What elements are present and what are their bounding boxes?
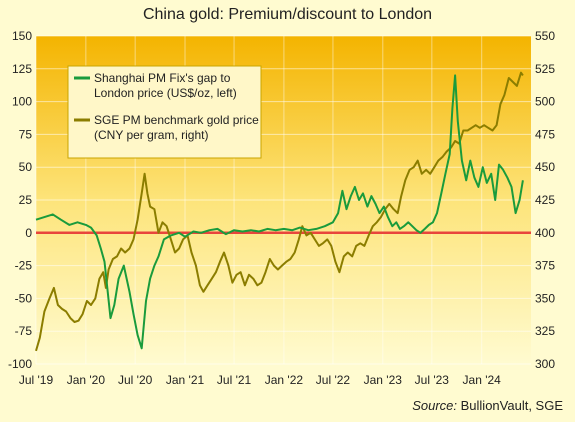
right-tick-label: 325 — [535, 324, 555, 338]
right-tick-label: 300 — [535, 357, 555, 371]
left-tick-label: -25 — [15, 259, 33, 273]
x-tick-label: Jul '22 — [316, 373, 351, 387]
legend-box — [67, 65, 262, 159]
x-axis: Jul '19 Jan '20 Jul '20 Jan '21 Jul '21 Jan '… — [19, 373, 501, 387]
right-tick-label: 450 — [535, 160, 555, 174]
x-tick-label: Jul '19 — [19, 373, 54, 387]
x-tick-label: Jul '21 — [217, 373, 252, 387]
series-layer — [35, 71, 524, 352]
x-tick-label: Jan '23 — [364, 373, 403, 387]
left-tick-label: 100 — [12, 95, 32, 109]
right-axis: 300 325 350 375 400 425 450 475 500 525 550 — [535, 29, 555, 371]
right-tick-label: 500 — [535, 95, 555, 109]
chart-title: China gold: Premium/discount to London — [142, 6, 433, 23]
left-axis: -100 -75 -50 -25 0 25 50 75 100 125 150 — [8, 29, 32, 371]
x-tick-label: Jan '24 — [463, 373, 502, 387]
legend: Shanghai PM Fix's gap to London price (US… — [67, 65, 262, 159]
source-text: BullionVault, SGE — [457, 398, 563, 413]
left-tick-label: 0 — [25, 226, 32, 240]
left-tick-label: 25 — [19, 193, 33, 207]
right-tick-label: 400 — [535, 226, 555, 240]
legend-label: SGE PM benchmark gold price (CNY per gram… — [94, 113, 259, 142]
right-tick-label: 525 — [535, 62, 555, 76]
x-tick-label: Jan '21 — [166, 373, 205, 387]
x-tick-label: Jan '22 — [265, 373, 304, 387]
right-tick-label: 475 — [535, 127, 555, 141]
left-tick-label: 50 — [19, 160, 33, 174]
left-tick-label: -100 — [8, 357, 32, 371]
left-tick-label: -50 — [15, 291, 33, 305]
legend-label: Shanghai PM Fix's gap to London price (US… — [94, 71, 237, 100]
series-line — [35, 71, 524, 352]
right-tick-label: 350 — [535, 291, 555, 305]
source-note: Source: BullionVault, SGE — [412, 398, 563, 413]
right-tick-label: 550 — [535, 29, 555, 43]
left-tick-label: 125 — [12, 62, 32, 76]
source-label: Source: — [412, 398, 458, 413]
left-tick-label: -75 — [15, 324, 33, 338]
series-line — [35, 74, 524, 350]
x-tick-label: Jul '23 — [415, 373, 450, 387]
right-tick-label: 375 — [535, 259, 555, 273]
x-tick-label: Jul '20 — [118, 373, 153, 387]
right-tick-label: 425 — [535, 193, 555, 207]
left-tick-label: 150 — [12, 29, 32, 43]
x-tick-label: Jan '20 — [67, 373, 106, 387]
left-tick-label: 75 — [19, 127, 33, 141]
